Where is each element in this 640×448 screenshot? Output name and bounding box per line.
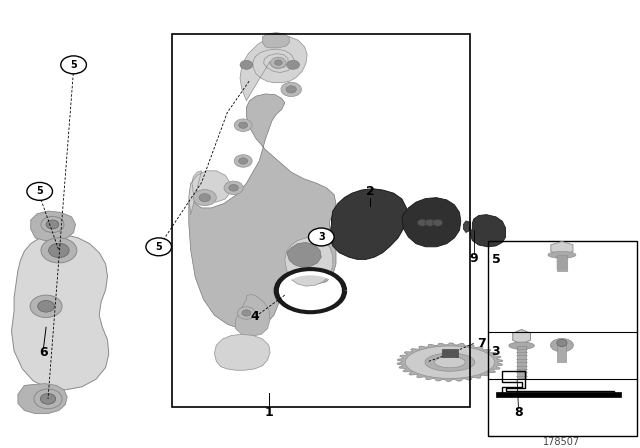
Bar bbox=[496, 392, 621, 397]
Text: 8: 8 bbox=[514, 406, 523, 419]
Circle shape bbox=[310, 230, 330, 244]
Circle shape bbox=[557, 340, 567, 347]
Circle shape bbox=[49, 243, 69, 258]
Text: 1: 1 bbox=[264, 406, 273, 419]
Text: 2: 2 bbox=[365, 185, 374, 198]
Circle shape bbox=[425, 219, 435, 226]
Polygon shape bbox=[551, 241, 573, 255]
Polygon shape bbox=[31, 211, 76, 241]
Circle shape bbox=[34, 389, 62, 409]
Circle shape bbox=[239, 122, 248, 128]
Circle shape bbox=[275, 60, 282, 65]
Text: 5: 5 bbox=[70, 60, 77, 70]
Bar bbox=[517, 346, 526, 378]
Circle shape bbox=[237, 307, 255, 319]
Circle shape bbox=[40, 393, 56, 404]
Polygon shape bbox=[470, 215, 506, 247]
Circle shape bbox=[199, 194, 211, 202]
Text: 178507: 178507 bbox=[543, 437, 580, 447]
Circle shape bbox=[286, 86, 296, 93]
Circle shape bbox=[234, 155, 252, 167]
Circle shape bbox=[240, 60, 253, 69]
Polygon shape bbox=[405, 346, 495, 379]
Circle shape bbox=[239, 158, 248, 164]
Circle shape bbox=[234, 119, 252, 131]
Polygon shape bbox=[425, 353, 475, 371]
Polygon shape bbox=[513, 330, 531, 344]
Circle shape bbox=[193, 190, 216, 206]
Polygon shape bbox=[402, 198, 461, 247]
Text: 7: 7 bbox=[477, 337, 486, 350]
Polygon shape bbox=[24, 247, 102, 376]
Text: 9: 9 bbox=[469, 252, 478, 265]
Circle shape bbox=[30, 295, 62, 318]
Polygon shape bbox=[189, 171, 230, 215]
Circle shape bbox=[242, 310, 251, 316]
Circle shape bbox=[271, 57, 286, 68]
Polygon shape bbox=[285, 238, 333, 286]
Polygon shape bbox=[18, 383, 67, 414]
Polygon shape bbox=[509, 342, 534, 349]
Text: 4: 4 bbox=[250, 310, 259, 323]
Text: 5: 5 bbox=[156, 242, 162, 252]
Bar bbox=[488, 241, 637, 436]
Polygon shape bbox=[240, 36, 307, 101]
Polygon shape bbox=[435, 357, 465, 368]
Bar bbox=[172, 34, 470, 407]
Polygon shape bbox=[214, 335, 270, 370]
Circle shape bbox=[308, 228, 334, 246]
Polygon shape bbox=[548, 251, 576, 258]
Circle shape bbox=[315, 233, 325, 240]
Circle shape bbox=[61, 56, 86, 74]
Bar bbox=[557, 255, 567, 271]
Polygon shape bbox=[12, 235, 109, 390]
Polygon shape bbox=[442, 349, 458, 357]
Text: 5: 5 bbox=[492, 253, 500, 266]
Text: 3: 3 bbox=[492, 345, 500, 358]
Polygon shape bbox=[236, 294, 270, 336]
Circle shape bbox=[417, 219, 428, 226]
Circle shape bbox=[146, 238, 172, 256]
Polygon shape bbox=[287, 242, 321, 267]
Circle shape bbox=[41, 238, 77, 263]
Polygon shape bbox=[397, 343, 502, 381]
Text: 5: 5 bbox=[36, 186, 43, 196]
Circle shape bbox=[281, 82, 301, 97]
Circle shape bbox=[224, 181, 243, 194]
Circle shape bbox=[27, 182, 52, 200]
Polygon shape bbox=[189, 94, 336, 329]
Text: 3: 3 bbox=[318, 232, 324, 242]
Circle shape bbox=[287, 60, 300, 69]
Polygon shape bbox=[330, 189, 406, 259]
Circle shape bbox=[38, 301, 54, 312]
Polygon shape bbox=[550, 339, 573, 352]
Circle shape bbox=[433, 219, 443, 226]
Polygon shape bbox=[463, 221, 470, 233]
Text: 6: 6 bbox=[39, 346, 48, 359]
Bar bbox=[557, 345, 566, 362]
Circle shape bbox=[46, 220, 59, 229]
Circle shape bbox=[41, 216, 64, 233]
Polygon shape bbox=[262, 33, 289, 48]
Circle shape bbox=[229, 185, 239, 191]
